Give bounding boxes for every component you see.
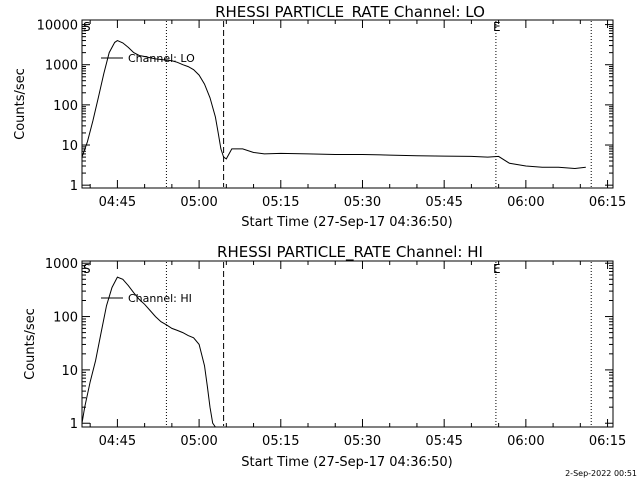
x-tick-label: 06:15 xyxy=(589,195,626,210)
x-tick-label: 05:15 xyxy=(262,434,299,449)
x-axis-ticks: 04:45 05:00 05:15 05:30 05:45 06:00 06:15 xyxy=(89,20,626,210)
plot-frame xyxy=(81,260,614,428)
x-axis-label: Start Time (27-Sep-17 04:36:50) xyxy=(241,215,452,230)
x-tick-label: 06:00 xyxy=(507,195,544,210)
x-tick-label: 05:00 xyxy=(180,195,217,210)
y-axis-ticks: 1 10 100 1000 10000 xyxy=(37,19,613,194)
chart-panel-lo: RHESSI PARTICLE_RATE Channel: LO Counts/… xyxy=(13,3,626,230)
x-axis-label: Start Time (27-Sep-17 04:36:50) xyxy=(241,455,452,470)
y-tick-label: 1000 xyxy=(45,59,78,74)
x-tick-label: 05:45 xyxy=(425,195,462,210)
y-tick-label: 10000 xyxy=(37,19,78,34)
x-tick-label: 06:15 xyxy=(589,434,626,449)
chart-title: RHESSI PARTICLE_RATE Channel: HI xyxy=(217,243,483,262)
legend-entry: Channel: HI xyxy=(128,292,192,305)
end-marker: E xyxy=(493,20,501,34)
y-axis-label: Counts/sec xyxy=(13,68,28,140)
legend-entry: Channel: LO xyxy=(128,52,195,65)
end-marker: E xyxy=(493,262,501,276)
start-marker: S xyxy=(83,262,91,276)
x-tick-label: 05:30 xyxy=(344,434,381,449)
y-axis-ticks: 1 10 100 1000 xyxy=(45,257,613,432)
start-marker: S xyxy=(83,20,91,34)
x-tick-label: 05:15 xyxy=(262,195,299,210)
series-lines xyxy=(81,276,216,428)
x-tick-label: 06:00 xyxy=(507,434,544,449)
y-tick-label: 100 xyxy=(53,99,78,114)
x-tick-label: 04:45 xyxy=(99,195,136,210)
y-tick-label: 100 xyxy=(53,311,78,326)
chart-title: RHESSI PARTICLE_RATE Channel: LO xyxy=(215,3,485,22)
footer-timestamp: 2-Sep-2022 00:51 xyxy=(565,469,637,478)
y-axis-label: Counts/sec xyxy=(23,308,38,380)
y-tick-label: 1 xyxy=(70,179,78,194)
x-tick-label: 04:45 xyxy=(99,434,136,449)
reference-lines xyxy=(165,21,592,187)
chart-panel-hi: RHESSI PARTICLE_RATE Channel: HI Counts/… xyxy=(23,243,626,470)
x-axis-ticks: 04:45 05:00 05:15 05:30 05:45 06:00 06:15 xyxy=(89,261,626,449)
series-lines xyxy=(81,40,586,170)
y-tick-label: 1000 xyxy=(45,257,78,272)
y-tick-label: 1 xyxy=(70,417,78,432)
y-tick-label: 10 xyxy=(61,364,78,379)
plot-frame xyxy=(81,19,614,189)
reference-lines xyxy=(165,262,592,426)
series-line xyxy=(81,40,586,170)
x-tick-label: 05:45 xyxy=(425,434,462,449)
series-line xyxy=(81,276,216,428)
x-tick-label: 05:00 xyxy=(180,434,217,449)
y-tick-label: 10 xyxy=(61,139,78,154)
x-tick-label: 05:30 xyxy=(344,195,381,210)
